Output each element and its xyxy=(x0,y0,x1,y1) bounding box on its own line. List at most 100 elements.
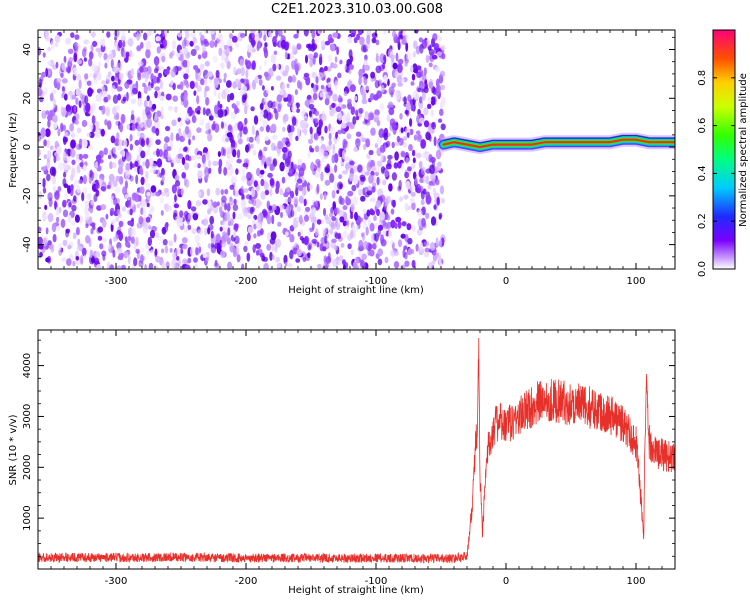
spectrogram-noise-cell xyxy=(41,71,46,78)
spectrogram-noise-cell xyxy=(89,72,93,78)
spectrogram-noise-cell xyxy=(38,148,41,157)
spectrogram-noise-cell xyxy=(382,226,387,236)
spectrogram-noise-cell xyxy=(225,159,230,168)
spectrogram-noise-cell xyxy=(231,103,236,109)
spectrogram-noise-cell xyxy=(279,161,285,172)
spectrogram-noise-cell xyxy=(342,205,348,211)
spectrogram-noise-cell xyxy=(137,72,142,81)
spectrogram-noise-cell xyxy=(100,204,107,211)
spectrogram-noise-cell xyxy=(46,161,51,169)
spectrogram-noise-cell xyxy=(61,61,67,71)
spectrogram-noise-cell xyxy=(392,199,396,208)
spectrogram-noise-cell xyxy=(319,68,325,73)
spectrogram-noise-cell xyxy=(65,37,71,45)
spectrogram-noise-cell xyxy=(226,202,231,212)
spectrogram-noise-cell xyxy=(358,239,364,250)
spectrogram-noise-cell xyxy=(387,154,393,160)
spectrogram-noise-cell xyxy=(415,183,421,194)
spectrogram-noise-cell xyxy=(342,113,348,123)
spectrogram-noise-cell xyxy=(78,79,82,89)
spectrogram-noise-cell xyxy=(196,242,201,248)
spectrogram-noise-cell xyxy=(379,103,385,111)
spectrogram-noise-cell xyxy=(340,122,347,129)
spectrogram-noise-cell xyxy=(190,48,197,57)
spectrogram-noise-cell xyxy=(202,218,209,226)
spectrogram-noise-cell xyxy=(196,127,202,133)
spectrogram-noise-cell xyxy=(292,221,299,229)
spectrogram-noise-cell xyxy=(82,174,87,185)
spectrogram-noise-cell xyxy=(219,104,223,109)
spectrogram-noise-cell xyxy=(309,126,313,135)
spectrogram-noise-cell xyxy=(223,167,228,176)
spectrogram-noise-cell xyxy=(269,188,273,197)
snr-series-line xyxy=(38,337,675,564)
spectrogram-noise-cell xyxy=(393,251,399,256)
spectrogram-noise-cell xyxy=(97,72,102,81)
spectrogram-noise-cell xyxy=(305,76,311,86)
spectrogram-noise-cell xyxy=(213,81,219,89)
spectrogram-noise-cell xyxy=(402,142,408,148)
spectrogram-noise-cell xyxy=(142,161,146,167)
spectrogram-noise-cell xyxy=(420,190,425,200)
spectrogram-noise-cell xyxy=(388,230,393,238)
spectrogram-signal-trace xyxy=(436,132,675,155)
spectrogram-noise-cell xyxy=(274,243,278,253)
spectrogram-noise-cell xyxy=(66,109,72,116)
spectrogram-noise-cell xyxy=(266,200,270,210)
spectrogram-noise-cell xyxy=(283,113,289,122)
spectrogram-noise-cell xyxy=(332,258,338,268)
spectrogram-noise-cell xyxy=(375,65,382,74)
spectrogram-noise-cell xyxy=(330,207,334,215)
spectrogram-noise-cell xyxy=(355,257,360,265)
spectrogram-noise-cell xyxy=(415,243,419,252)
spectrogram-noise-cell xyxy=(116,197,120,205)
spectrogram-noise-cell xyxy=(129,50,133,56)
spectrogram-noise-cell xyxy=(225,137,230,143)
spectrogram-noise-cell xyxy=(148,102,153,109)
spectrogram-noise-cell xyxy=(354,211,358,221)
spectrogram-noise-cell xyxy=(318,71,323,81)
spectrogram-noise-region xyxy=(38,30,447,269)
spectrogram-noise-cell xyxy=(384,256,389,264)
spectrogram-noise-cell xyxy=(399,113,403,120)
spectrogram-noise-cell xyxy=(303,115,309,123)
spectrogram-noise-cell xyxy=(177,153,184,159)
spectrogram-noise-cell xyxy=(289,225,295,232)
spectrogram-noise-cell xyxy=(371,37,377,44)
spectrogram-noise-cell xyxy=(130,236,135,244)
spectrogram-noise-cell xyxy=(310,147,315,153)
spectrogram-noise-cell xyxy=(71,220,76,226)
spectrogram-noise-cell xyxy=(262,109,269,119)
spectrogram-noise-cell xyxy=(370,209,376,216)
spectrogram-noise-cell xyxy=(281,176,286,184)
spectrogram-noise-cell xyxy=(390,219,396,229)
spectrogram-noise-cell xyxy=(255,198,261,209)
spectrogram-noise-cell xyxy=(165,203,170,213)
spectrogram-noise-cell xyxy=(411,163,416,169)
spectrogram-noise-cell xyxy=(397,34,404,40)
spectrogram-noise-cell xyxy=(93,77,98,85)
spectrogram-noise-cell xyxy=(226,171,233,177)
spectrogram-noise-cell xyxy=(217,33,223,40)
spectrogram-noise-cell xyxy=(347,111,351,119)
spectrogram-noise-cell xyxy=(371,32,378,39)
spectrogram-noise-cell xyxy=(205,122,210,131)
spectrogram-noise-cell xyxy=(155,36,161,42)
spectrogram-noise-cell xyxy=(278,88,285,96)
spectrogram-noise-cell xyxy=(263,262,269,269)
spectrogram-noise-cell xyxy=(362,240,369,250)
snr-y-axis: 1000 2000 3000 4000 xyxy=(22,339,675,570)
spectrogram-noise-cell xyxy=(244,240,249,247)
spectrogram-noise-cell xyxy=(130,98,137,105)
spectrogram-noise-cell xyxy=(187,257,192,264)
spectrogram-noise-cell xyxy=(280,211,283,219)
spectrogram-noise-cell xyxy=(185,30,190,39)
spectrogram-noise-cell xyxy=(197,170,203,180)
spectrogram-noise-cell xyxy=(52,234,57,243)
spectrogram-noise-cell xyxy=(120,113,126,124)
spectrogram-noise-cell xyxy=(353,146,358,152)
spectrogram-noise-cell xyxy=(160,210,164,216)
spectrogram-noise-cell xyxy=(54,190,60,196)
spectrogram-noise-cell xyxy=(433,43,440,51)
spectrogram-noise-cell xyxy=(146,250,151,255)
